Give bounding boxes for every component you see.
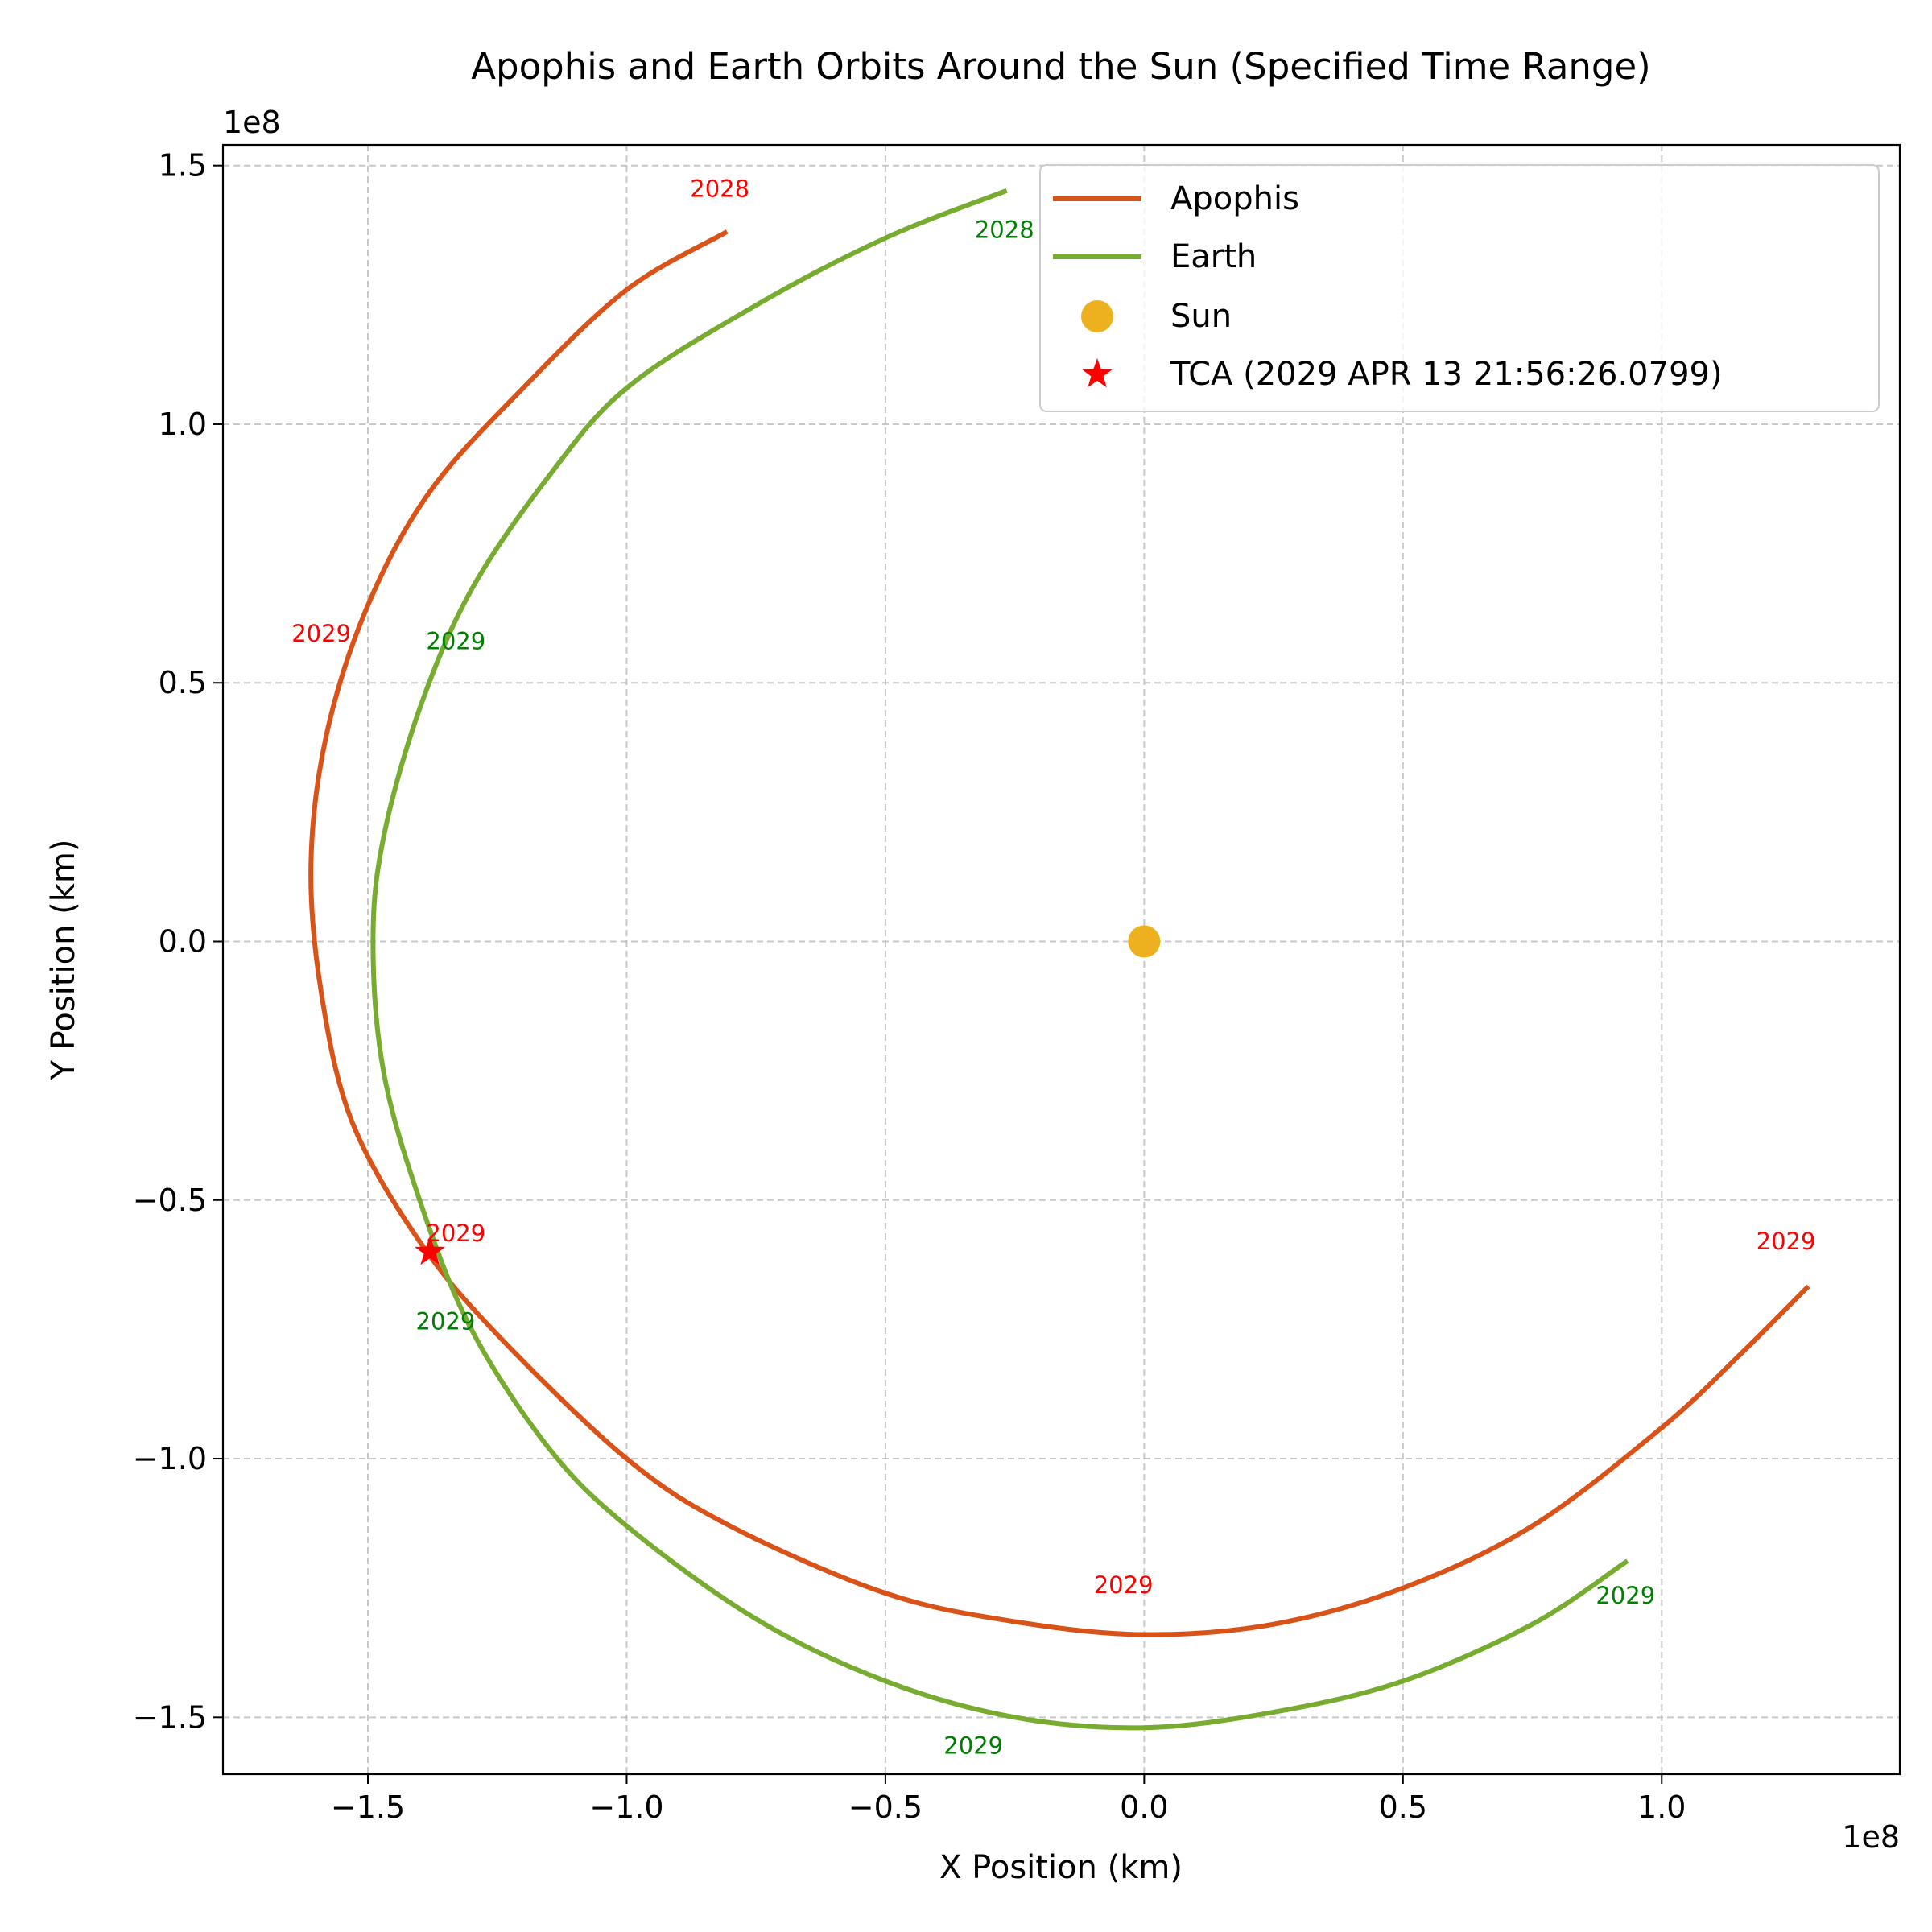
legend-tca-label: TCA (2029 APR 13 21:56:26.0799) [1170, 356, 1723, 393]
year-label-apophis: 2029 [1094, 1571, 1154, 1599]
y-tick-label: −1.0 [133, 1441, 207, 1476]
legend: Apophis Earth Sun TCA (2029 APR 13 21:56… [1039, 164, 1880, 412]
x-tick-label: 0.0 [1120, 1790, 1168, 1825]
x-offset-text: 1e8 [1842, 1819, 1900, 1855]
axis-ticks: −1.5 −1.0 −0.5 0.0 0.5 1.0 1.5 1.0 0.5 0.0 −0.5 −1.… [133, 148, 1686, 1825]
y-tick-label: 1.0 [159, 407, 207, 442]
plot-frame [221, 143, 1901, 1776]
y-tick-label: 0.0 [159, 924, 207, 960]
markers [415, 925, 1161, 1265]
legend-sun-marker [1081, 300, 1113, 332]
year-label-earth: 2029 [943, 1732, 1003, 1759]
year-label-apophis: 2029 [426, 1220, 485, 1247]
year-label-earth: 2028 [975, 217, 1034, 244]
x-tick-label: 0.5 [1379, 1790, 1427, 1825]
sun-marker [1128, 925, 1161, 958]
year-label-earth: 2029 [426, 627, 485, 654]
legend-sun-label: Sun [1170, 298, 1232, 335]
y-tick-label: −1.5 [133, 1699, 207, 1735]
legend-tca-marker [1082, 358, 1113, 388]
x-tick-label: −1.0 [589, 1790, 663, 1825]
earth-orbit-line [370, 188, 1629, 1731]
y-tick-label: 0.5 [159, 665, 207, 700]
x-axis-label: X Position (km) [939, 1849, 1183, 1886]
year-label-apophis: 2028 [690, 175, 749, 202]
tca-marker [415, 1236, 446, 1265]
year-label-earth: 2029 [416, 1307, 476, 1335]
y-tick-label: 1.5 [159, 148, 207, 184]
year-label-apophis: 2029 [291, 620, 351, 647]
year-label-apophis: 2029 [1757, 1228, 1816, 1255]
legend-earth-label: Earth [1170, 238, 1257, 275]
legend-box [1039, 164, 1880, 412]
y-axis-label: Y Position (km) [45, 840, 82, 1081]
series-lines [308, 188, 1810, 1731]
year-label-earth: 2029 [1596, 1582, 1655, 1609]
apophis-orbit-line [308, 229, 1810, 1637]
y-offset-text: 1e8 [223, 105, 281, 140]
year-labels: 2028 2029 2029 2029 2029 2028 2029 2029 2029 2029 [291, 175, 1815, 1759]
chart-title: Apophis and Earth Orbits Around the Sun … [471, 45, 1650, 88]
x-tick-label: −1.5 [331, 1790, 405, 1825]
y-tick-label: −0.5 [133, 1183, 207, 1218]
legend-apophis-label: Apophis [1170, 180, 1299, 217]
x-tick-label: 1.0 [1637, 1790, 1686, 1825]
x-tick-label: −0.5 [848, 1790, 923, 1825]
